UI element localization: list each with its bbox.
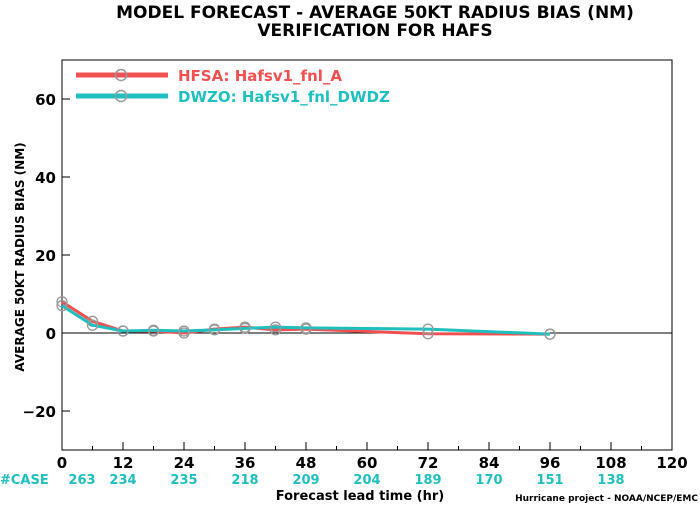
case-count: 204	[353, 473, 380, 488]
x-tick-label: 96	[540, 454, 561, 472]
plot-frame	[61, 59, 673, 451]
series-2-point	[300, 322, 312, 334]
chart-title: MODEL FORECAST - AVERAGE 50KT RADIUS BIA…	[116, 3, 634, 23]
y-axis-label: AVERAGE 50KT RADIUS BIAS (NM)	[13, 142, 27, 371]
x-tick-label: 12	[113, 454, 134, 472]
y-tick-label: 20	[35, 247, 56, 265]
case-count: 235	[170, 473, 197, 488]
series-2-point	[269, 321, 282, 333]
legend-label-1: HFSA: Hafsv1_fnl_A	[178, 67, 342, 85]
legend-label-2: DWZO: Hafsv1_fnl_DWDZ	[178, 88, 390, 106]
x-tick-label: 0	[57, 454, 67, 472]
y-tick-label: 0	[46, 325, 56, 343]
series-2-point	[422, 323, 434, 335]
case-count: 209	[292, 473, 319, 488]
case-count: 218	[231, 473, 258, 488]
chart-subtitle: VERIFICATION FOR HAFS	[257, 21, 492, 41]
case-count: 234	[109, 473, 136, 488]
series-2-point	[208, 324, 221, 336]
x-tick-label: 84	[479, 454, 500, 472]
series-2-point	[544, 328, 556, 340]
x-tick-label: 24	[174, 454, 195, 472]
x-tick-label: 60	[357, 454, 378, 472]
x-tick-label: 36	[235, 454, 256, 472]
legend-marker-1	[114, 68, 128, 82]
x-tick-label: 72	[418, 454, 439, 472]
series-2-point	[147, 324, 160, 336]
series-line-2	[61, 304, 551, 336]
x-axis-label: Forecast lead time (hr)	[276, 489, 444, 504]
case-count: 151	[536, 473, 563, 488]
y-tick-label: 60	[35, 91, 56, 109]
series-2-point	[56, 300, 68, 312]
series-2-point	[86, 319, 99, 331]
credit-text: Hurricane project - NOAA/NCEP/EMC	[515, 494, 698, 504]
x-tick-label: 120	[656, 454, 687, 472]
case-count: 189	[414, 473, 441, 488]
y-tick-label: 40	[35, 169, 56, 187]
case-label: #CASE	[0, 473, 49, 488]
series-2-point	[178, 325, 190, 337]
x-tick-label: 48	[296, 454, 317, 472]
legend-marker-2	[114, 89, 128, 103]
case-count: 138	[597, 473, 624, 488]
y-tick-label: −20	[23, 403, 56, 421]
series-1-point	[269, 324, 282, 336]
series-2-point	[117, 325, 129, 337]
case-count: 170	[475, 473, 502, 488]
series-2-point	[239, 322, 251, 334]
plot-area: 0 12 24 36 48 60 72 84 96 108 120 −20 0 20 40 60 HFSA: H…	[23, 59, 688, 472]
case-count: 263	[68, 473, 95, 488]
x-tick-label: 108	[595, 454, 626, 472]
